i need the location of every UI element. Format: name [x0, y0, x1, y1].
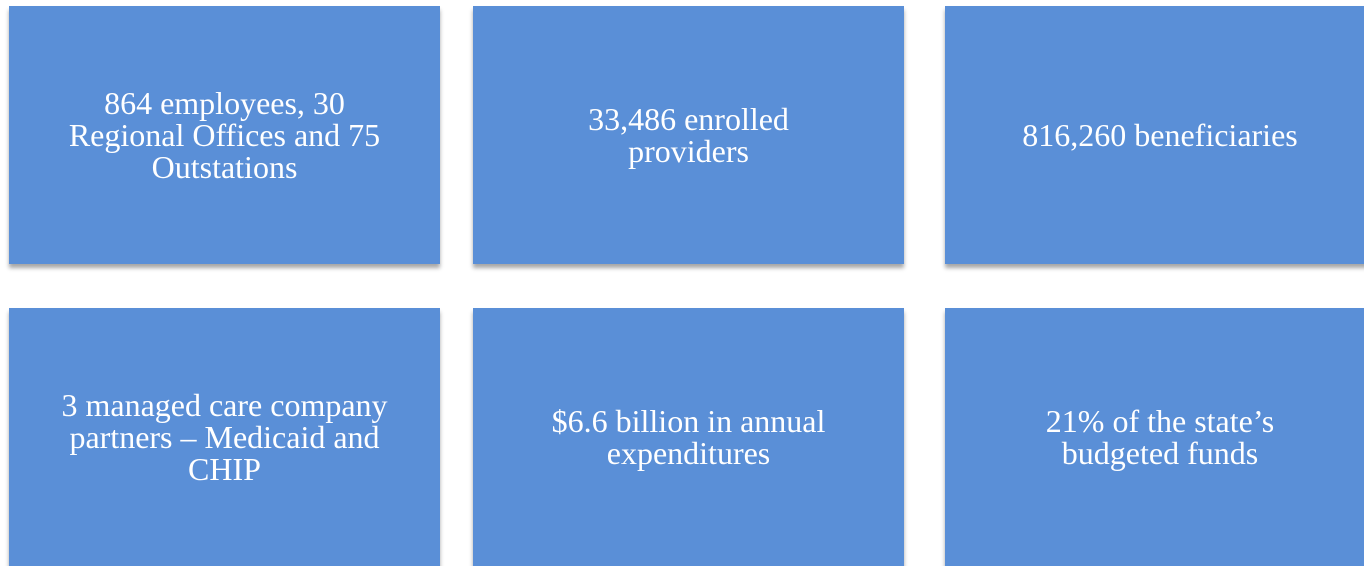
tile-text: Regional Offices and 75 — [68, 117, 381, 153]
stat-tile: 3 managed care company partners – Medicai… — [9, 308, 440, 566]
tile-text: $6.6 billion in annual — [551, 403, 826, 439]
tile-text: CHIP — [188, 451, 261, 487]
tile-text: expenditures — [606, 435, 771, 471]
tile-text: providers — [628, 133, 749, 169]
stat-tile: 21% of the state’s budgeted funds — [945, 308, 1364, 566]
stat-tile: 33,486 enrolled providers — [473, 6, 904, 264]
stat-tile: $6.6 billion in annual expenditures — [473, 308, 904, 566]
tile-text: 21% of the state’s — [1045, 403, 1275, 439]
tile-text: 864 employees, 30 — [104, 85, 345, 121]
tile-text: 816,260 beneficiaries — [1022, 117, 1298, 153]
tile-text: Outstations — [151, 149, 298, 185]
tile-text: partners – Medicaid and — [69, 419, 380, 455]
stat-tile: 816,260 beneficiaries — [945, 6, 1364, 264]
tile-text: 3 managed care company — [61, 387, 388, 423]
stat-tile: 864 employees, 30 Regional Offices and 75… — [9, 6, 440, 264]
tile-text: 33,486 enrolled — [588, 101, 789, 137]
tile-text: budgeted funds — [1061, 435, 1259, 471]
